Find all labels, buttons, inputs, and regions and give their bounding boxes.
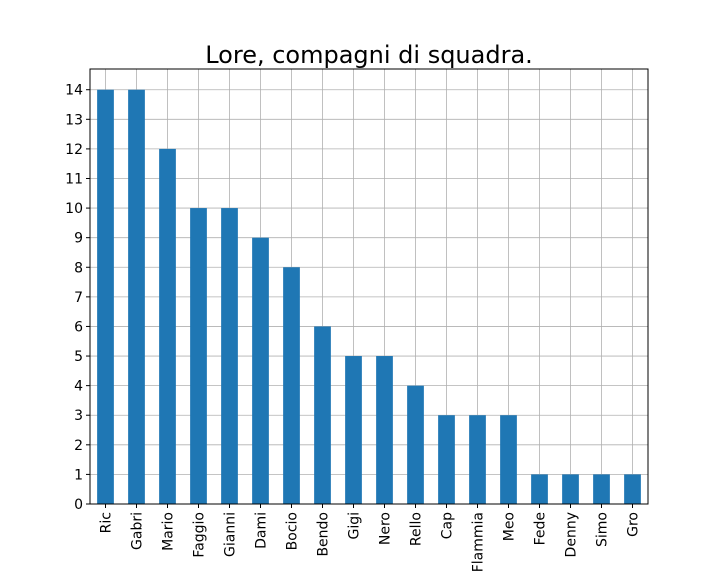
plot-frame xyxy=(89,68,649,505)
bar-gigi xyxy=(345,356,362,504)
x-tick-label-gigi: Gigi xyxy=(347,512,363,540)
x-tick-label-rello: Rello xyxy=(409,512,425,546)
bar-gabri xyxy=(128,89,145,504)
x-tick-label-simo: Simo xyxy=(595,512,611,547)
x-tick-label-fede: Fede xyxy=(533,512,549,545)
y-tick-label-2: 2 xyxy=(74,438,83,454)
y-tick-label-10: 10 xyxy=(65,201,83,217)
bars xyxy=(97,89,641,505)
x-tick-label-bocio: Bocio xyxy=(285,512,301,550)
x-axis: Ric Gabri Mario Faggio Gianni Dami Bocio Bendo G… xyxy=(99,504,642,572)
y-tick-label-0: 0 xyxy=(74,497,83,513)
x-tick-label-flammia: Flammia xyxy=(471,512,487,572)
y-tick-label-14: 14 xyxy=(65,83,83,99)
bar-denny xyxy=(562,474,579,504)
bar-ric xyxy=(97,89,114,504)
chart-title: Lore, compagni di squadra. xyxy=(205,41,533,69)
y-tick-label-13: 13 xyxy=(65,112,83,128)
x-tick-label-gabri: Gabri xyxy=(130,512,146,550)
x-tick-label-denny: Denny xyxy=(564,512,580,557)
y-tick-label-8: 8 xyxy=(74,260,83,276)
x-tick-label-dami: Dami xyxy=(254,512,270,549)
bar-simo xyxy=(593,474,610,504)
bar-nero xyxy=(376,356,393,504)
x-tick-label-cap: Cap xyxy=(440,512,456,539)
y-tick-label-7: 7 xyxy=(74,290,83,306)
bar-dami xyxy=(252,237,269,504)
y-tick-label-6: 6 xyxy=(74,319,83,335)
x-tick-label-faggio: Faggio xyxy=(192,512,208,558)
x-tick-label-bendo: Bendo xyxy=(316,512,332,557)
y-tick-label-5: 5 xyxy=(74,349,83,365)
y-tick-label-3: 3 xyxy=(74,408,83,424)
y-tick-label-1: 1 xyxy=(74,467,83,483)
bar-bocio xyxy=(283,267,300,504)
x-tick-label-ric: Ric xyxy=(99,512,115,533)
x-tick-label-meo: Meo xyxy=(502,512,518,541)
x-tick-label-gro: Gro xyxy=(626,512,642,537)
x-tick-label-mario: Mario xyxy=(161,512,177,551)
y-tick-label-12: 12 xyxy=(65,142,83,158)
bar-meo xyxy=(500,415,517,504)
bar-rello xyxy=(407,385,424,504)
bar-bendo xyxy=(314,326,331,504)
bar-gro xyxy=(624,474,641,504)
y-tick-label-4: 4 xyxy=(74,379,83,395)
x-tick-label-gianni: Gianni xyxy=(223,512,239,557)
bar-faggio xyxy=(190,208,207,504)
bar-fede xyxy=(531,474,548,504)
bar-gianni xyxy=(221,208,238,504)
bar-cap xyxy=(438,415,455,504)
y-tick-label-9: 9 xyxy=(74,231,83,247)
bar-flammia xyxy=(469,415,486,504)
bar-mario xyxy=(159,148,176,505)
x-tick-label-nero: Nero xyxy=(378,512,394,545)
y-tick-label-11: 11 xyxy=(65,171,83,187)
